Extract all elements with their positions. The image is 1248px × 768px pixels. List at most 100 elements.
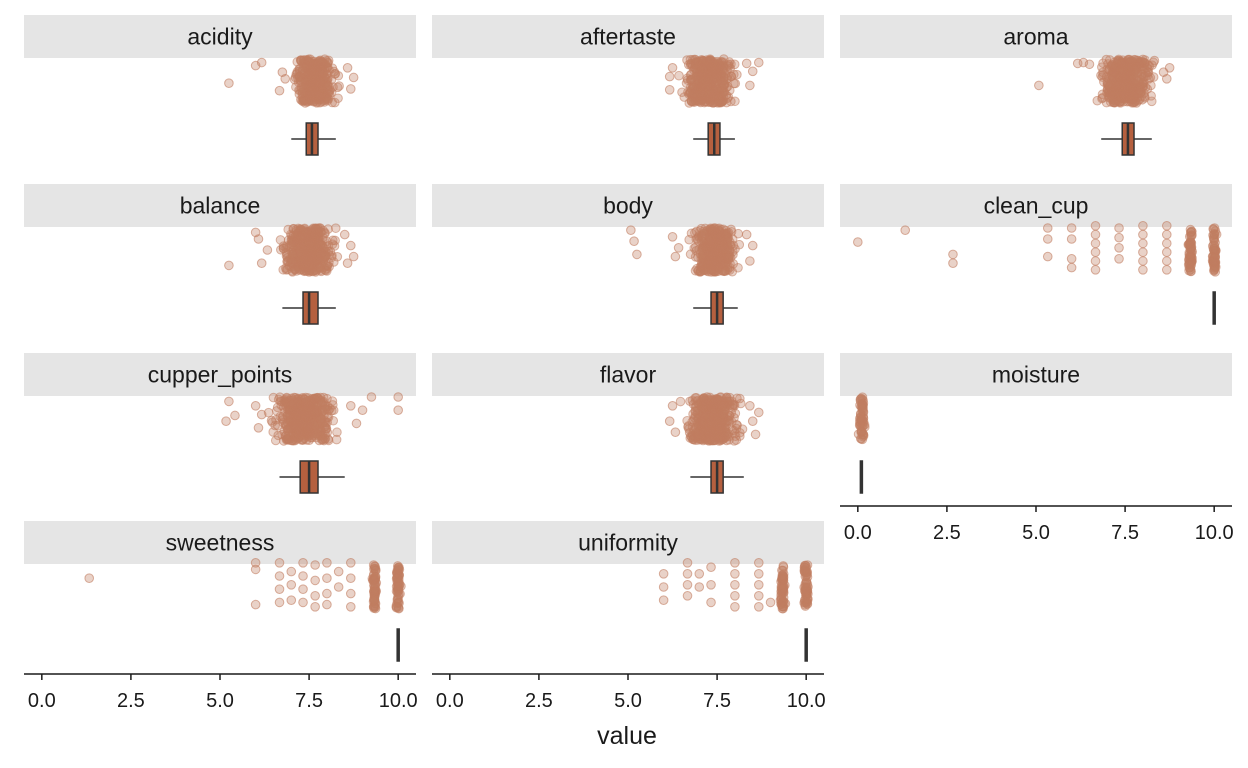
data-point bbox=[1127, 98, 1138, 108]
data-point bbox=[714, 233, 725, 244]
data-point bbox=[1161, 265, 1172, 275]
data-point bbox=[667, 63, 678, 73]
data-point bbox=[332, 82, 343, 93]
data-point bbox=[333, 566, 344, 577]
data-point bbox=[1161, 247, 1172, 257]
data-point bbox=[1209, 264, 1220, 275]
data-point bbox=[345, 558, 356, 568]
data-point bbox=[664, 85, 675, 95]
data-point bbox=[658, 582, 669, 592]
data-point bbox=[291, 397, 302, 407]
data-point bbox=[84, 573, 95, 584]
data-point bbox=[345, 602, 356, 612]
data-point bbox=[369, 561, 380, 571]
data-point bbox=[696, 417, 707, 428]
data-point bbox=[278, 411, 288, 422]
data-point bbox=[712, 396, 722, 406]
data-point bbox=[369, 591, 380, 602]
boxplot bbox=[396, 628, 400, 662]
data-point bbox=[321, 251, 331, 261]
x-tick-label: 0.0 bbox=[844, 522, 872, 544]
data-point bbox=[310, 591, 320, 601]
data-point bbox=[670, 251, 681, 262]
x-axis-1: 0.0 2.5 5.0 7.5 10.0 bbox=[840, 505, 1234, 544]
data-point bbox=[345, 573, 356, 584]
data-point bbox=[745, 80, 755, 91]
data-point bbox=[268, 427, 278, 437]
points bbox=[658, 558, 813, 614]
data-point bbox=[369, 573, 379, 584]
data-point bbox=[345, 588, 356, 599]
facet-title: clean_cup bbox=[984, 193, 1089, 219]
data-point bbox=[1092, 95, 1103, 106]
data-point bbox=[345, 84, 356, 94]
data-point bbox=[705, 425, 715, 436]
data-point bbox=[673, 243, 684, 253]
data-point bbox=[1144, 74, 1154, 84]
data-point bbox=[286, 580, 297, 590]
x-tick-label: 10.0 bbox=[787, 690, 826, 712]
points bbox=[853, 221, 1222, 277]
data-point bbox=[724, 416, 734, 427]
data-point bbox=[348, 251, 359, 262]
data-point bbox=[1126, 83, 1137, 93]
data-point bbox=[230, 410, 240, 421]
data-point bbox=[351, 418, 362, 429]
data-point bbox=[286, 595, 297, 606]
data-point bbox=[274, 571, 285, 581]
data-point bbox=[629, 236, 639, 246]
data-point bbox=[357, 405, 368, 416]
data-point bbox=[393, 582, 404, 592]
data-point bbox=[366, 392, 377, 402]
data-point bbox=[1090, 229, 1101, 240]
points bbox=[224, 54, 359, 108]
data-point bbox=[765, 597, 776, 608]
facet-title: uniformity bbox=[578, 530, 678, 556]
facet-strip bbox=[432, 15, 824, 58]
data-point bbox=[717, 83, 728, 93]
data-point bbox=[711, 84, 722, 95]
data-point bbox=[253, 234, 264, 244]
boxplot bbox=[279, 460, 345, 494]
data-point bbox=[1066, 262, 1077, 273]
x-axis-2: 0.0 2.5 5.0 7.5 10.0 bbox=[24, 673, 418, 712]
data-point bbox=[1110, 64, 1120, 75]
points bbox=[626, 223, 758, 277]
data-point bbox=[250, 401, 261, 411]
data-point bbox=[753, 591, 764, 601]
data-point bbox=[753, 580, 764, 590]
facet-acidity: acidity bbox=[24, 15, 416, 156]
data-point bbox=[1114, 232, 1124, 243]
data-point bbox=[701, 256, 712, 267]
data-point bbox=[221, 416, 231, 427]
data-point bbox=[287, 257, 298, 268]
data-point bbox=[308, 68, 319, 79]
boxplot bbox=[1101, 122, 1152, 156]
data-point bbox=[750, 429, 761, 440]
data-point bbox=[292, 57, 303, 67]
data-point bbox=[286, 566, 297, 577]
data-point bbox=[753, 57, 764, 68]
data-point bbox=[721, 97, 732, 108]
data-point bbox=[267, 417, 278, 428]
boxplot bbox=[804, 628, 808, 662]
data-point bbox=[664, 71, 675, 82]
data-point bbox=[322, 599, 332, 610]
data-point bbox=[333, 582, 344, 592]
data-point bbox=[298, 597, 308, 608]
data-point bbox=[753, 407, 764, 418]
data-point bbox=[745, 401, 755, 411]
data-point bbox=[1161, 229, 1172, 240]
data-point bbox=[274, 558, 285, 568]
data-point bbox=[1161, 74, 1172, 84]
data-point bbox=[667, 401, 678, 411]
facet-title: aftertaste bbox=[580, 24, 676, 50]
data-point bbox=[1113, 78, 1123, 89]
data-point bbox=[393, 392, 403, 402]
data-point bbox=[1084, 59, 1095, 70]
data-point bbox=[699, 396, 709, 406]
data-point bbox=[256, 258, 267, 269]
data-point bbox=[274, 584, 285, 595]
data-point bbox=[691, 393, 702, 403]
data-point bbox=[723, 232, 733, 243]
